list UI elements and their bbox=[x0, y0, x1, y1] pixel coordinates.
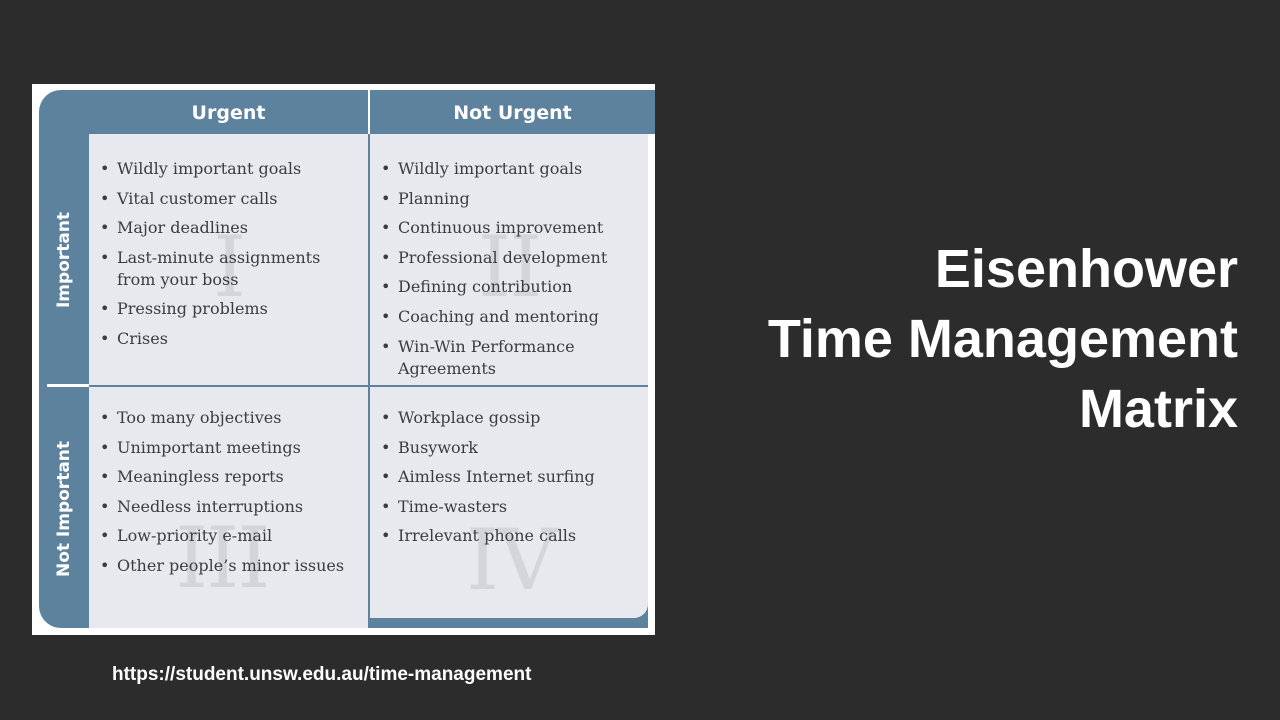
list-item: Vital customer calls bbox=[89, 188, 368, 210]
list-item: Workplace gossip bbox=[370, 407, 648, 429]
list-item: Professional development bbox=[370, 247, 648, 269]
column-header-urgent: Urgent bbox=[191, 102, 266, 124]
list-item: Wildly important goals bbox=[89, 158, 368, 180]
row-header-not-important: Not Important bbox=[39, 390, 89, 628]
list-item: Last-minute assignments from your boss bbox=[89, 247, 368, 291]
list-item: Other people’s minor issues bbox=[89, 555, 368, 577]
list-item: Busywork bbox=[370, 437, 648, 459]
quadrant-1: I Wildly important goals Vital customer … bbox=[89, 134, 368, 385]
quadrant-2-list: Wildly important goals Planning Continuo… bbox=[370, 134, 648, 380]
column-header-not-urgent: Not Urgent bbox=[453, 102, 572, 124]
row-divider bbox=[47, 384, 89, 387]
list-item: Too many objectives bbox=[89, 407, 368, 429]
quadrant-1-list: Wildly important goals Vital customer ca… bbox=[89, 134, 368, 350]
matrix-right-edge bbox=[648, 134, 655, 628]
list-item: Irrelevant phone calls bbox=[370, 525, 648, 547]
list-item: Coaching and mentoring bbox=[370, 306, 648, 328]
row-header-not-important-label: Not Important bbox=[54, 440, 74, 578]
quadrant-4-list: Workplace gossip Busywork Aimless Intern… bbox=[370, 387, 648, 547]
quadrant-3-list: Too many objectives Unimportant meetings… bbox=[89, 387, 368, 577]
list-item: Wildly important goals bbox=[370, 158, 648, 180]
source-url[interactable]: https://student.unsw.edu.au/time-managem… bbox=[112, 664, 532, 685]
list-item: Meaningless reports bbox=[89, 466, 368, 488]
list-item: Needless interruptions bbox=[89, 496, 368, 518]
slide-title-line-1: Eisenhower bbox=[934, 239, 1238, 299]
slide-title-line-3: Matrix bbox=[1078, 379, 1238, 439]
column-header-row: Urgent Not Urgent bbox=[89, 90, 655, 134]
list-item: Crises bbox=[89, 328, 368, 350]
matrix-image: Urgent Not Urgent Important Not Importan… bbox=[32, 84, 655, 635]
list-item: Pressing problems bbox=[89, 298, 368, 320]
list-item: Low-priority e-mail bbox=[89, 525, 368, 547]
slide-title: Eisenhower Time Management Matrix bbox=[678, 234, 1238, 444]
list-item: Win-Win Performance Agreements bbox=[370, 336, 648, 380]
row-header-important: Important bbox=[39, 134, 89, 386]
list-item: Defining contribution bbox=[370, 276, 648, 298]
list-item: Major deadlines bbox=[89, 217, 368, 239]
list-item: Unimportant meetings bbox=[89, 437, 368, 459]
list-item: Aimless Internet surfing bbox=[370, 466, 648, 488]
quadrant-4: IV Workplace gossip Busywork Aimless Int… bbox=[370, 387, 648, 618]
list-item: Planning bbox=[370, 188, 648, 210]
quadrant-3: III Too many objectives Unimportant meet… bbox=[89, 387, 368, 628]
list-item: Time-wasters bbox=[370, 496, 648, 518]
quadrant-2: II Wildly important goals Planning Conti… bbox=[370, 134, 648, 385]
row-header-important-label: Important bbox=[54, 211, 74, 309]
column-divider bbox=[368, 90, 370, 134]
slide-title-line-2: Time Management bbox=[767, 309, 1238, 369]
eisenhower-matrix: Urgent Not Urgent Important Not Importan… bbox=[39, 90, 655, 628]
list-item: Continuous improvement bbox=[370, 217, 648, 239]
